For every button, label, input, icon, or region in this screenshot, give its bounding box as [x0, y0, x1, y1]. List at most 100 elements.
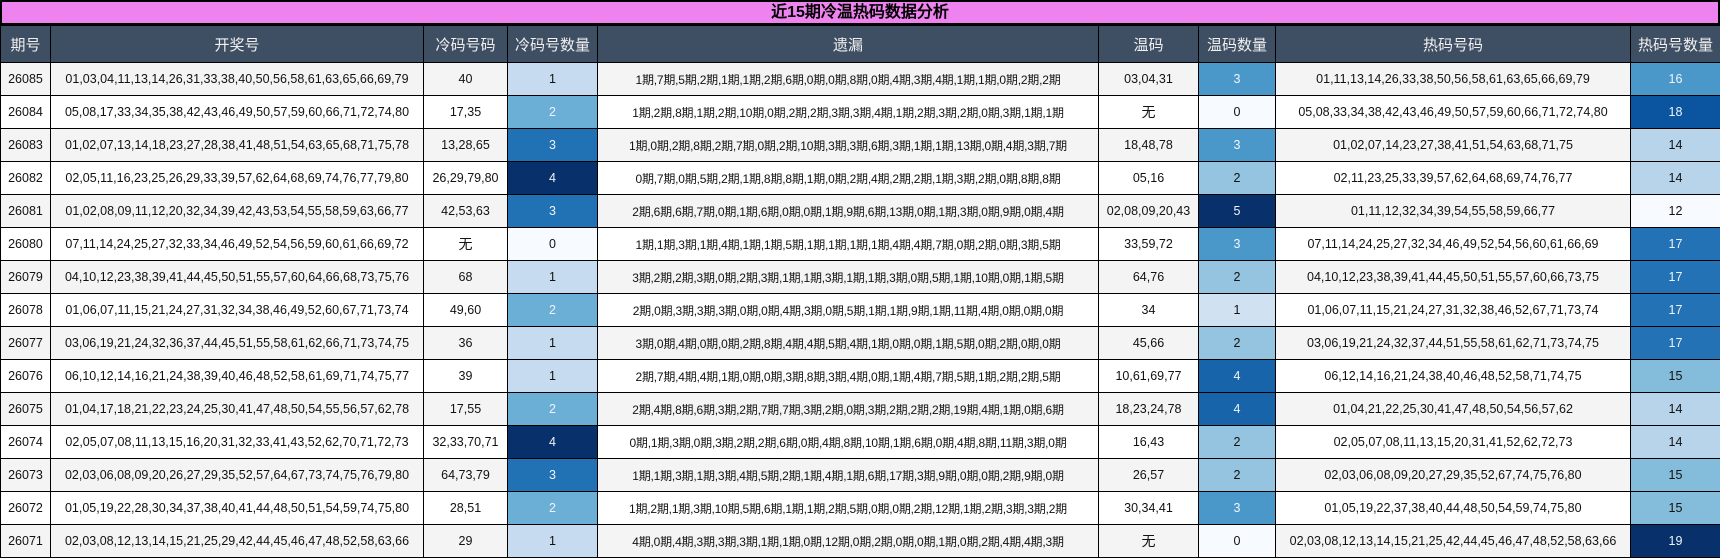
table-row: 26071 02,03,08,12,13,14,15,21,25,29,42,44… — [0, 524, 1720, 558]
warm-numbers-cell: 无 — [1098, 524, 1199, 558]
header-period: 期号 — [0, 25, 51, 63]
header-warm: 温码 — [1098, 25, 1199, 63]
hot-count-cell: 17 — [1630, 326, 1720, 360]
draw-numbers-cell: 06,10,12,14,16,21,24,38,39,40,46,48,52,5… — [50, 359, 424, 393]
draw-numbers-cell: 02,05,11,16,23,25,26,29,33,39,57,62,64,6… — [50, 161, 424, 195]
cold-numbers-cell: 49,60 — [423, 293, 508, 327]
hot-numbers-cell: 01,06,07,11,15,21,24,27,31,32,38,46,52,6… — [1275, 293, 1631, 327]
cold-numbers-cell: 13,28,65 — [423, 128, 508, 162]
period-cell: 26075 — [0, 392, 51, 426]
warm-count-cell: 0 — [1198, 524, 1276, 558]
hot-numbers-cell: 02,03,06,08,09,20,27,29,35,52,67,74,75,7… — [1275, 458, 1631, 492]
period-cell: 26074 — [0, 425, 51, 459]
draw-numbers-cell: 07,11,14,24,25,27,32,33,34,46,49,52,54,5… — [50, 227, 424, 261]
cold-count-cell: 4 — [507, 425, 598, 459]
table-row: 26078 01,06,07,11,15,21,24,27,31,32,34,38… — [0, 293, 1720, 327]
hot-count-cell: 18 — [1630, 95, 1720, 129]
period-cell: 26083 — [0, 128, 51, 162]
hot-numbers-cell: 01,02,07,14,23,27,38,41,51,54,63,68,71,7… — [1275, 128, 1631, 162]
hot-count-cell: 15 — [1630, 458, 1720, 492]
warm-numbers-cell: 33,59,72 — [1098, 227, 1199, 261]
cold-count-cell: 1 — [507, 260, 598, 294]
warm-numbers-cell: 64,76 — [1098, 260, 1199, 294]
hot-numbers-cell: 02,11,23,25,33,39,57,62,64,68,69,74,76,7… — [1275, 161, 1631, 195]
hot-numbers-cell: 03,06,19,21,24,32,37,44,51,55,58,61,62,7… — [1275, 326, 1631, 360]
cold-count-cell: 2 — [507, 95, 598, 129]
missing-cell: 3期,2期,2期,3期,0期,2期,3期,1期,1期,3期,1期,1期,3期,0… — [597, 260, 1099, 294]
warm-count-cell: 2 — [1198, 260, 1276, 294]
hot-count-cell: 14 — [1630, 392, 1720, 426]
table-row: 26083 01,02,07,13,14,18,23,27,28,38,41,48… — [0, 128, 1720, 162]
header-draw: 开奖号 — [50, 25, 424, 63]
warm-numbers-cell: 10,61,69,77 — [1098, 359, 1199, 393]
warm-count-cell: 2 — [1198, 326, 1276, 360]
warm-count-cell: 2 — [1198, 425, 1276, 459]
draw-numbers-cell: 01,02,07,13,14,18,23,27,28,38,41,48,51,5… — [50, 128, 424, 162]
missing-cell: 0期,1期,3期,0期,3期,2期,2期,6期,0期,4期,8期,10期,1期,… — [597, 425, 1099, 459]
table-row: 26072 01,05,19,22,28,30,34,37,38,40,41,44… — [0, 491, 1720, 525]
table-row: 26080 07,11,14,24,25,27,32,33,34,46,49,52… — [0, 227, 1720, 261]
cold-numbers-cell: 42,53,63 — [423, 194, 508, 228]
period-cell: 26073 — [0, 458, 51, 492]
hot-numbers-cell: 02,05,07,08,11,13,15,20,31,41,52,62,72,7… — [1275, 425, 1631, 459]
draw-numbers-cell: 05,08,17,33,34,35,38,42,43,46,49,50,57,5… — [50, 95, 424, 129]
warm-count-cell: 0 — [1198, 95, 1276, 129]
header-hot-count: 热码号数量 — [1630, 25, 1720, 63]
hot-count-cell: 19 — [1630, 524, 1720, 558]
hot-numbers-cell: 01,11,12,32,34,39,54,55,58,59,66,77 — [1275, 194, 1631, 228]
hot-numbers-cell: 07,11,14,24,25,27,32,34,46,49,52,54,56,6… — [1275, 227, 1631, 261]
missing-cell: 2期,7期,4期,4期,1期,0期,0期,3期,8期,3期,4期,0期,1期,4… — [597, 359, 1099, 393]
header-cold-count: 冷码号数量 — [507, 25, 598, 63]
table-row: 26081 01,02,08,09,11,12,20,32,34,39,42,43… — [0, 194, 1720, 228]
table-row: 26077 03,06,19,21,24,32,36,37,44,45,51,55… — [0, 326, 1720, 360]
header-warm-count: 温码数量 — [1198, 25, 1276, 63]
table-row: 26075 01,04,17,18,21,22,23,24,25,30,41,47… — [0, 392, 1720, 426]
draw-numbers-cell: 01,04,17,18,21,22,23,24,25,30,41,47,48,5… — [50, 392, 424, 426]
warm-count-cell: 3 — [1198, 491, 1276, 525]
draw-numbers-cell: 02,03,08,12,13,14,15,21,25,29,42,44,45,4… — [50, 524, 424, 558]
warm-count-cell: 4 — [1198, 359, 1276, 393]
table-row: 26074 02,05,07,08,11,13,15,16,20,31,32,33… — [0, 425, 1720, 459]
cold-numbers-cell: 29 — [423, 524, 508, 558]
cold-count-cell: 1 — [507, 326, 598, 360]
table-row: 26076 06,10,12,14,16,21,24,38,39,40,46,48… — [0, 359, 1720, 393]
cold-count-cell: 2 — [507, 293, 598, 327]
warm-count-cell: 3 — [1198, 227, 1276, 261]
table-row: 26082 02,05,11,16,23,25,26,29,33,39,57,62… — [0, 161, 1720, 195]
cold-count-cell: 0 — [507, 227, 598, 261]
missing-cell: 3期,0期,4期,0期,0期,2期,8期,4期,4期,5期,4期,1期,0期,0… — [597, 326, 1099, 360]
table-row: 26079 04,10,12,23,38,39,41,44,45,50,51,55… — [0, 260, 1720, 294]
period-cell: 26072 — [0, 491, 51, 525]
missing-cell: 1期,0期,2期,8期,2期,7期,0期,2期,10期,3期,3期,6期,3期,… — [597, 128, 1099, 162]
period-cell: 26085 — [0, 62, 51, 96]
draw-numbers-cell: 01,02,08,09,11,12,20,32,34,39,42,43,53,5… — [50, 194, 424, 228]
hot-numbers-cell: 04,10,12,23,38,39,41,44,45,50,51,55,57,6… — [1275, 260, 1631, 294]
cold-numbers-cell: 36 — [423, 326, 508, 360]
cold-count-cell: 1 — [507, 359, 598, 393]
cold-count-cell: 3 — [507, 458, 598, 492]
missing-cell: 1期,7期,5期,2期,1期,1期,2期,6期,0期,0期,8期,0期,4期,3… — [597, 62, 1099, 96]
table-title: 近15期冷温热码数据分析 — [0, 0, 1720, 25]
missing-cell: 2期,0期,3期,3期,3期,0期,0期,4期,3期,0期,5期,1期,1期,9… — [597, 293, 1099, 327]
draw-numbers-cell: 02,03,06,08,09,20,26,27,29,35,52,57,64,6… — [50, 458, 424, 492]
hot-count-cell: 14 — [1630, 425, 1720, 459]
period-cell: 26077 — [0, 326, 51, 360]
cold-numbers-cell: 64,73,79 — [423, 458, 508, 492]
period-cell: 26071 — [0, 524, 51, 558]
hot-count-cell: 17 — [1630, 260, 1720, 294]
period-cell: 26080 — [0, 227, 51, 261]
period-cell: 26081 — [0, 194, 51, 228]
hot-numbers-cell: 02,03,08,12,13,14,15,21,25,42,44,45,46,4… — [1275, 524, 1631, 558]
hot-count-cell: 16 — [1630, 62, 1720, 96]
cold-count-cell: 3 — [507, 128, 598, 162]
hot-count-cell: 15 — [1630, 359, 1720, 393]
cold-numbers-cell: 17,35 — [423, 95, 508, 129]
table-body: 26085 01,03,04,11,13,14,26,31,33,38,40,50… — [0, 62, 1720, 558]
cold-count-cell: 1 — [507, 524, 598, 558]
missing-cell: 0期,7期,0期,5期,2期,1期,8期,8期,1期,0期,2期,4期,2期,2… — [597, 161, 1099, 195]
cold-count-cell: 2 — [507, 491, 598, 525]
warm-numbers-cell: 02,08,09,20,43 — [1098, 194, 1199, 228]
header-row: 期号 开奖号 冷码号码 冷码号数量 遗漏 温码 温码数量 热码号码 热码号数量 — [0, 25, 1720, 63]
hot-count-cell: 17 — [1630, 293, 1720, 327]
header-hot: 热码号码 — [1275, 25, 1631, 63]
